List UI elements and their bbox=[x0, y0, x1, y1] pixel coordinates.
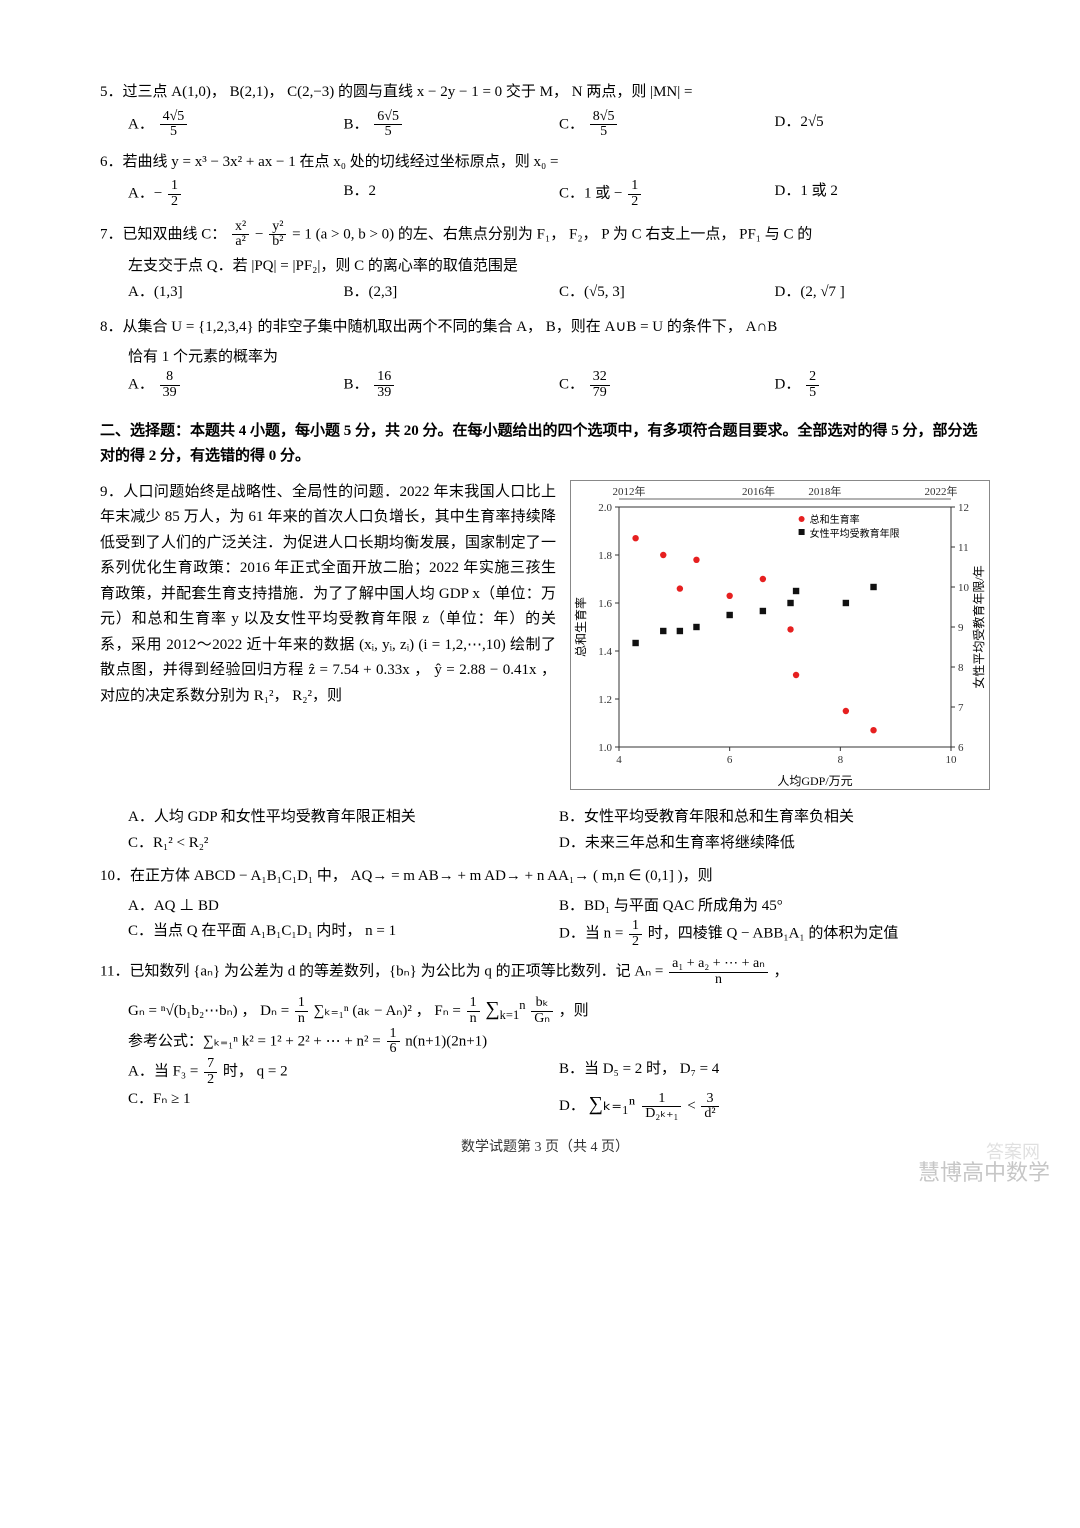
q11-ref: 参考公式：∑ₖ₌₁ⁿ k² = 1² + 2² + ⋯ + n² = 16 n(… bbox=[128, 1027, 990, 1057]
section2-title: 二、选择题：本题共 4 小题，每小题 5 分，共 20 分。在每小题给出的四个选… bbox=[100, 419, 990, 470]
q11-optC: C．Fₙ ≥ 1 bbox=[128, 1087, 559, 1122]
svg-text:8: 8 bbox=[958, 662, 964, 674]
q10-optB: B．BD₁ 与平面 QAC 所成角为 45° bbox=[559, 894, 990, 920]
page-footer: 数学试题第 3 页（共 4 页） bbox=[100, 1136, 990, 1160]
svg-text:2016年: 2016年 bbox=[742, 484, 775, 498]
q8-optA: A． 839 bbox=[128, 370, 344, 400]
q11-optB: B．当 D₅ = 2 时， D₇ = 4 bbox=[559, 1057, 990, 1087]
svg-text:10: 10 bbox=[946, 754, 958, 766]
svg-text:1.8: 1.8 bbox=[598, 550, 612, 562]
svg-text:4: 4 bbox=[616, 754, 622, 766]
q11-stem1: 11．已知数列 {aₙ} 为公差为 d 的等差数列，{bₙ} 为公比为 q 的正… bbox=[100, 957, 990, 987]
q6-optB: B．2 bbox=[344, 179, 560, 209]
q7-optD: D．(2, √7 ] bbox=[775, 280, 991, 306]
q6-optC: C．1 或 − 12 bbox=[559, 179, 775, 209]
q9-para: 9．人口问题始终是战略性、全局性的问题．2022 年末我国人口比上年末减少 85… bbox=[100, 480, 556, 710]
svg-text:2022年: 2022年 bbox=[925, 484, 958, 498]
q9-optA: A．人均 GDP 和女性平均受教育年限正相关 bbox=[128, 805, 559, 831]
watermark: 慧博高中数学 bbox=[918, 1154, 1050, 1191]
q5-optD: D．2√5 bbox=[775, 110, 991, 140]
svg-text:2012年: 2012年 bbox=[613, 484, 646, 498]
q9-optD: D．未来三年总和生育率将继续降低 bbox=[559, 831, 990, 857]
q10-optC: C．当点 Q 在平面 A₁B₁C₁D₁ 内时， n = 1 bbox=[128, 919, 559, 949]
svg-text:女性平均受教育年限/年: 女性平均受教育年限/年 bbox=[971, 565, 986, 688]
svg-text:人均GDP/万元: 人均GDP/万元 bbox=[777, 774, 852, 788]
q6-stem: 6．若曲线 y = x³ − 3x² + ax − 1 在点 x₀ 处的切线经过… bbox=[100, 150, 990, 176]
q5-optB: B． 6√55 bbox=[344, 110, 560, 140]
q9-optC: C．R₁² < R₂² bbox=[128, 831, 559, 857]
svg-text:1.0: 1.0 bbox=[598, 742, 612, 754]
q8-optD: D． 25 bbox=[775, 370, 991, 400]
svg-text:总和生育率: 总和生育率 bbox=[810, 513, 860, 526]
q7-optA: A．(1,3] bbox=[128, 280, 344, 306]
q7-optB: B．(2,3] bbox=[344, 280, 560, 306]
svg-text:2.0: 2.0 bbox=[598, 502, 612, 514]
q7-optC: C．(√5, 3] bbox=[559, 280, 775, 306]
q5-optA: A． 4√55 bbox=[128, 110, 344, 140]
q6-optD: D．1 或 2 bbox=[775, 179, 991, 209]
q10-stem: 10．在正方体 ABCD − A₁B₁C₁D₁ 中， AQ→ = m AB→ +… bbox=[100, 864, 990, 890]
q8-stem: 8．从集合 U = {1,2,3,4} 的非空子集中随机取出两个不同的集合 A，… bbox=[100, 315, 990, 341]
q8-stem2: 恰有 1 个元素的概率为 bbox=[128, 345, 990, 371]
svg-text:12: 12 bbox=[958, 502, 969, 514]
q5-optC: C． 8√55 bbox=[559, 110, 775, 140]
svg-text:1.6: 1.6 bbox=[598, 598, 612, 610]
svg-text:11: 11 bbox=[958, 542, 969, 554]
svg-text:6: 6 bbox=[727, 754, 733, 766]
q11-optA: A．当 F₃ = 72 时， q = 2 bbox=[128, 1057, 559, 1087]
q8-optC: C． 3279 bbox=[559, 370, 775, 400]
scatter-chart: 2012年 2016年 2018年 2022年 1.0 1.2 1.4 1.6 1.8 2.0 6 7… bbox=[570, 480, 990, 790]
q5-stem: 5．过三点 A(1,0)， B(2,1)， C(2,−3) 的圆与直线 x − … bbox=[100, 80, 990, 106]
svg-text:总和生育率: 总和生育率 bbox=[573, 596, 588, 656]
q9-optB: B．女性平均受教育年限和总和生育率负相关 bbox=[559, 805, 990, 831]
q11-optD: D． ∑ₖ₌₁ⁿ 1D₂ₖ₊₁ < 3d² bbox=[559, 1087, 990, 1122]
svg-text:2018年: 2018年 bbox=[808, 484, 841, 498]
svg-text:6: 6 bbox=[958, 742, 964, 754]
watermark-top: 答案网 bbox=[986, 1137, 1040, 1168]
svg-text:1.2: 1.2 bbox=[598, 694, 612, 706]
q10-optA: A．AQ ⊥ BD bbox=[128, 894, 559, 920]
q8-optB: B． 1639 bbox=[344, 370, 560, 400]
svg-text:1.4: 1.4 bbox=[598, 646, 612, 658]
q10-optD: D．当 n = 12 时，四棱锥 Q − ABB₁A₁ 的体积为定值 bbox=[559, 919, 990, 949]
svg-text:9: 9 bbox=[958, 622, 964, 634]
svg-text:8: 8 bbox=[838, 754, 844, 766]
svg-text:女性平均受教育年限: 女性平均受教育年限 bbox=[810, 527, 900, 540]
q7-stem-cont: 左支交于点 Q．若 |PQ| = |PF₂|，则 C 的离心率的取值范围是 bbox=[128, 254, 990, 280]
svg-text:10: 10 bbox=[958, 582, 970, 594]
q7-stem: 7．已知双曲线 C： x²a² − y²b² = 1 (a > 0, b > 0… bbox=[100, 220, 990, 250]
q6-optA: A．− 12 bbox=[128, 179, 344, 209]
q11-line2: Gₙ = ⁿ√(b₁b₂⋯bₙ) ， Dₙ = 1n ∑ₖ₌₁ⁿ (aₖ − A… bbox=[128, 992, 990, 1027]
svg-text:7: 7 bbox=[958, 702, 964, 714]
